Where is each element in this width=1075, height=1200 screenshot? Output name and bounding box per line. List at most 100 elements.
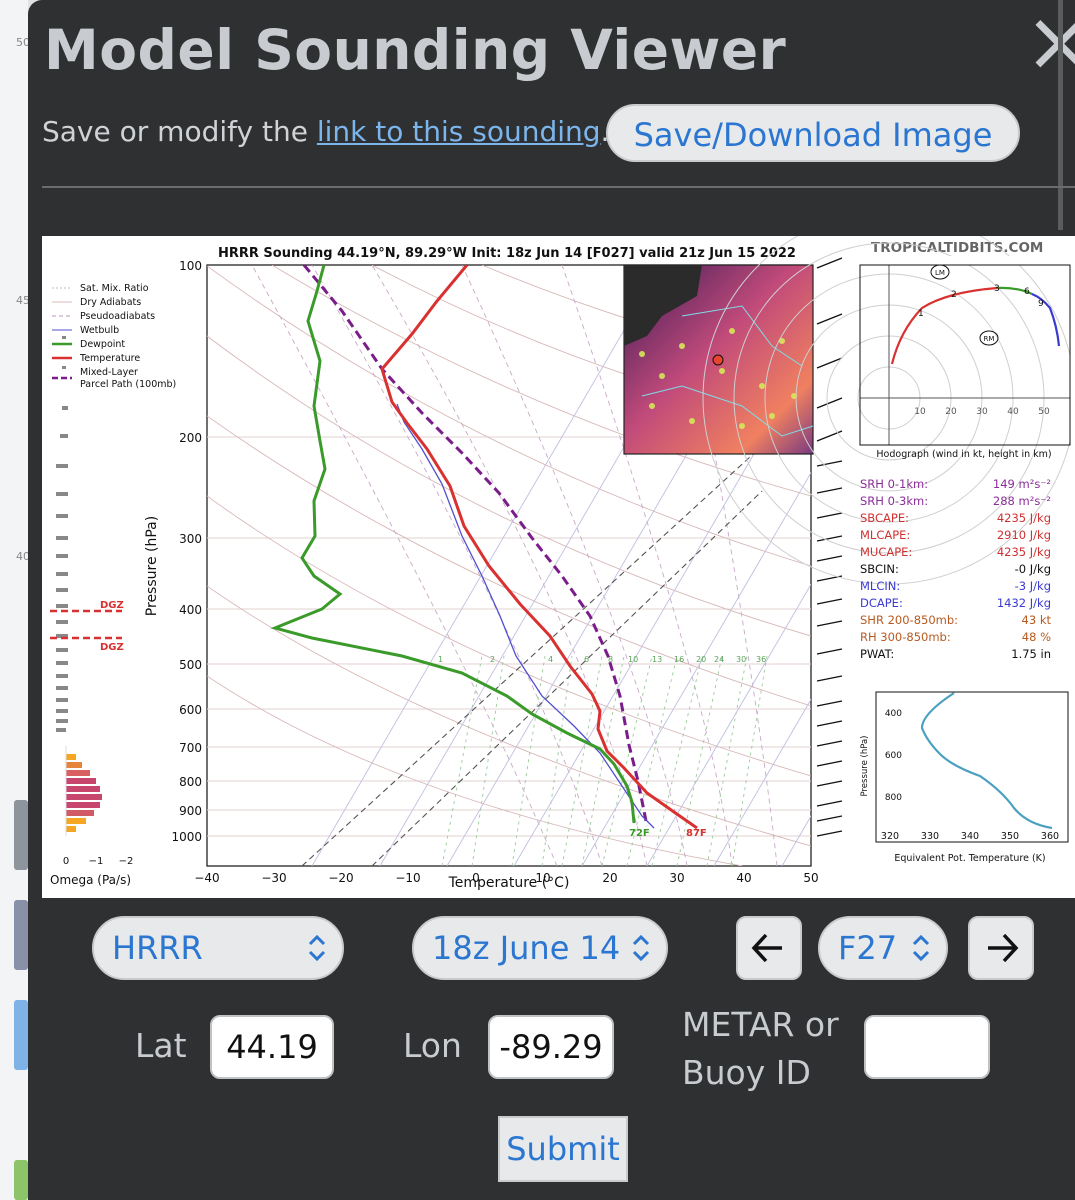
sub-suffix: . — [600, 115, 610, 148]
parcel-path-line — [302, 265, 649, 827]
background-block — [14, 900, 28, 970]
background-block — [14, 1000, 28, 1070]
brand-label: TROPICALTIDBITS.COM — [871, 240, 1043, 256]
forecast-hour-value: F27 — [838, 929, 898, 967]
updown-chevron-icon — [912, 934, 930, 962]
hodograph-tick: 40 — [1007, 407, 1019, 417]
param-value: 288 m²s⁻² — [993, 494, 1051, 508]
param-label: RH 300-850mb: — [860, 630, 951, 644]
scrollbar[interactable] — [1058, 0, 1063, 230]
lat-input[interactable] — [210, 1015, 334, 1079]
y-tick: 800 — [179, 775, 202, 789]
hodograph-height-mark: 2 — [951, 290, 957, 300]
lon-input[interactable] — [488, 1015, 614, 1079]
theta-x-label: Equivalent Pot. Temperature (K) — [894, 853, 1045, 864]
x-tick: 40 — [736, 871, 751, 885]
omega-tick: −1 — [89, 856, 104, 867]
dgz-label: DGZ — [100, 642, 124, 653]
wetbulb-line — [396, 403, 655, 829]
theta-e-plot: 400 600 800 320 330 340 350 360 Equivale… — [860, 691, 1069, 864]
param-label: MLCIN: — [860, 579, 900, 593]
theta-y-tick: 600 — [885, 751, 902, 761]
sounding-link[interactable]: link to this sounding — [316, 115, 601, 148]
param-value: 43 kt — [1022, 613, 1052, 627]
background-block — [14, 800, 28, 870]
sounding-parameters: SRH 0-1km: 149 m²s⁻² SRH 0-3km: 288 m²s⁻… — [860, 477, 1051, 661]
x-tick: −20 — [328, 871, 353, 885]
param-label: SBCAPE: — [860, 511, 909, 525]
theta-y-label: Pressure (hPa) — [860, 736, 870, 797]
param-value: -0 J/kg — [1015, 562, 1051, 576]
mix-ratio-tick: 2 — [490, 655, 495, 664]
sounding-profiles — [270, 265, 698, 830]
station-label-line2: Buoy ID — [682, 1053, 811, 1092]
param-label: SRH 0-1km: — [860, 477, 928, 491]
param-value: 1.75 in — [1011, 647, 1051, 661]
param-value: 4235 J/kg — [997, 545, 1051, 559]
param-label: MLCAPE: — [860, 528, 910, 542]
y-tick: 100 — [179, 259, 202, 273]
previous-hour-button[interactable] — [736, 916, 802, 980]
arrow-right-icon — [988, 933, 1019, 963]
hodograph-height-mark: 9 — [1038, 299, 1044, 309]
sub-prefix: Save or modify the — [42, 115, 317, 148]
mix-ratio-tick: 8 — [608, 655, 613, 664]
wind-barbs — [816, 257, 843, 837]
x-tick: 0 — [472, 871, 480, 885]
mix-ratio-tick: 1 — [438, 655, 443, 664]
y-tick: 700 — [179, 741, 202, 755]
legend-wetbulb: Wetbulb — [80, 325, 119, 336]
sounding-modal: Model Sounding Viewer × Save or modify t… — [28, 0, 1075, 1200]
legend-mixed-layer: Mixed-Layer — [80, 367, 138, 378]
omega-tick: −2 — [119, 856, 134, 867]
x-axis-label: Temperature (°C) — [448, 875, 570, 891]
skewt-legend: Sat. Mix. Ratio Dry Adiabats Pseudoadiab… — [52, 283, 176, 390]
y-axis-label: Pressure (hPa) — [144, 516, 160, 616]
hodograph-height-mark: 3 — [994, 284, 1000, 294]
hodograph-tick: 10 — [914, 407, 926, 417]
y-tick: 900 — [179, 804, 202, 818]
x-tick: −40 — [194, 871, 219, 885]
theta-x-tick: 350 — [1001, 831, 1019, 842]
close-icon[interactable]: × — [1024, 0, 1075, 90]
submit-button[interactable]: Submit — [498, 1116, 628, 1182]
param-value: 48 % — [1022, 630, 1051, 644]
save-download-button[interactable]: Save/Download Image — [606, 104, 1020, 162]
mix-ratio-tick: 10 — [628, 655, 638, 664]
model-select[interactable]: HRRR — [92, 916, 344, 980]
legend-dewpoint: Dewpoint — [80, 339, 125, 350]
y-tick: 400 — [179, 603, 202, 617]
next-hour-button[interactable] — [968, 916, 1034, 980]
theta-x-tick: 330 — [921, 831, 939, 842]
param-value: 4235 J/kg — [997, 511, 1051, 525]
sounding-image: HRRR Sounding 44.19°N, 89.29°W Init: 18z… — [42, 211, 1075, 898]
init-time-select[interactable]: 18z June 14 — [412, 916, 668, 980]
hodograph-height-mark: 6 — [1024, 287, 1030, 297]
divider — [42, 186, 1075, 188]
x-tick: 50 — [803, 871, 818, 885]
y-axis-ticks: 100 200 300 400 500 600 700 800 900 1000 — [171, 259, 202, 844]
station-id-input[interactable] — [864, 1015, 990, 1079]
param-value: 149 m²s⁻² — [993, 477, 1051, 491]
theta-x-tick: 320 — [881, 831, 899, 842]
mix-ratio-tick: 16 — [674, 655, 684, 664]
y-tick: 500 — [179, 658, 202, 672]
updown-chevron-icon — [308, 934, 326, 962]
legend-temperature: Temperature — [79, 353, 140, 364]
background-label: 45 — [16, 294, 30, 307]
mix-ratio-tick: 6 — [584, 655, 589, 664]
background-block — [14, 1160, 28, 1200]
param-value: -3 J/kg — [1015, 579, 1051, 593]
legend-parcel-path: Parcel Path (100mb) — [80, 379, 176, 390]
param-label: SRH 0-3km: — [860, 494, 928, 508]
background-label: 40 — [16, 550, 30, 563]
hodograph-tick: 50 — [1038, 407, 1050, 417]
mix-ratio-tick: 13 — [652, 655, 662, 664]
surface-dewpoint-label: 72F — [629, 828, 650, 839]
param-label: PWAT: — [860, 647, 894, 661]
dewpoint-line — [270, 265, 636, 824]
mix-ratio-tick: 4 — [548, 655, 553, 664]
hodograph-rm-label: RM — [984, 335, 995, 343]
hodograph-caption: Hodograph (wind in kt, height in km) — [876, 449, 1051, 460]
forecast-hour-select[interactable]: F27 — [818, 916, 948, 980]
